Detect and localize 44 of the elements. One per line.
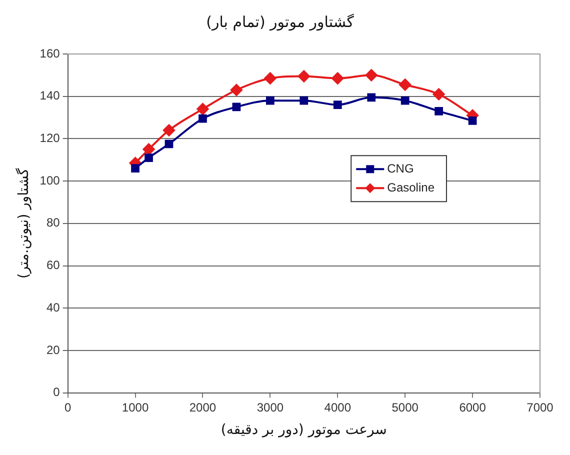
y-tick-label: 20 [46,342,60,357]
point [365,69,378,82]
y-tick-label: 160 [40,46,60,60]
point [468,116,477,125]
point [164,140,174,148]
x-tick-label: 7000 [526,400,554,414]
point [230,84,242,96]
y-axis-title: گشتاور (نیوتن.متر) [15,168,32,279]
point [196,103,209,116]
chart-title: گشتاور موتور (تمام بار) [206,12,355,31]
x-axis-title: سرعت موتور (دور بر دقیقه) [220,422,387,438]
point [434,106,443,116]
x-tick-label: 5000 [392,400,419,414]
point [198,114,207,123]
point [399,78,412,91]
x-tick-label: 3000 [256,400,284,414]
point [232,102,241,112]
y-tick-label: 0 [53,385,60,400]
legend-label: CNG [387,161,414,176]
point [432,88,445,100]
y-tick-label: 60 [46,258,60,272]
x-tick-label: 0 [64,400,72,414]
x-tick-label: 2000 [189,400,216,414]
point [264,72,276,84]
point [142,143,155,156]
x-tick-label: 4000 [324,400,352,414]
point [332,72,344,84]
point [144,154,153,162]
point [131,164,140,173]
point [333,100,342,109]
point [298,70,310,82]
x-tick-label: 1000 [122,400,149,414]
point [367,93,376,102]
legend-label: Gasoline [387,180,435,194]
y-tick-label: 120 [40,131,60,146]
point [163,124,176,136]
y-tick-label: 40 [46,300,60,314]
point [266,96,274,105]
y-tick-label: 100 [40,173,60,188]
point [300,96,308,105]
x-tick-label: 6000 [459,400,486,414]
y-tick-label: 80 [46,216,60,230]
point [400,96,410,105]
y-tick-label: 140 [40,88,60,103]
